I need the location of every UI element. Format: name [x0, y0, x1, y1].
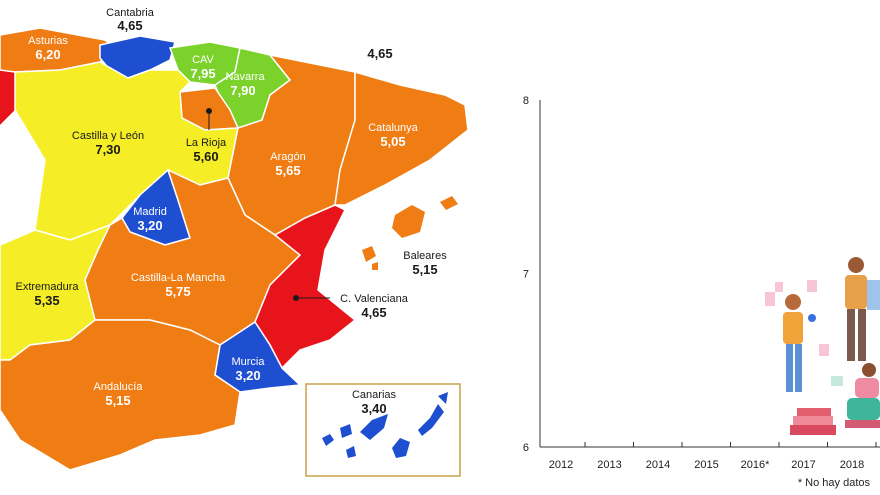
- label-catalunya: Catalunya 5,05: [368, 122, 418, 149]
- region-baleares-shape: [392, 205, 425, 238]
- label-murcia: Murcia 3,20: [231, 356, 265, 383]
- canarias-name: Canarias: [352, 389, 397, 401]
- baleares-name: Baleares: [403, 250, 447, 262]
- andalucia-value: 5,15: [105, 393, 130, 408]
- murcia-name: Murcia: [231, 356, 265, 368]
- floating-value: 4,65: [367, 46, 392, 61]
- la-rioja-name: La Rioja: [186, 137, 227, 149]
- label-navarra: Navarra 7,90: [225, 71, 265, 98]
- asturias-name: Asturias: [28, 35, 68, 47]
- canarias-islands: [322, 392, 448, 458]
- x-tick-label: 2013: [597, 459, 621, 471]
- portugal-shape: [0, 110, 45, 245]
- chart-footnote: * No hay datos: [798, 477, 871, 489]
- label-canarias: Canarias 3,40: [352, 389, 397, 416]
- label-extremadura: Extremadura 5,35: [16, 281, 80, 308]
- extremadura-value: 5,35: [34, 293, 59, 308]
- label-baleares: Baleares 5,15: [403, 250, 447, 277]
- cantabria-name: Cantabria: [106, 7, 155, 19]
- extremadura-name: Extremadura: [16, 281, 80, 293]
- cav-name: CAV: [192, 54, 214, 66]
- canarias-value: 3,40: [361, 401, 386, 416]
- castilla-leon-name: Castilla y León: [72, 130, 144, 142]
- madrid-value: 3,20: [137, 218, 162, 233]
- label-asturias: Asturias 6,20: [28, 35, 68, 62]
- x-tick-label: 2016*: [741, 459, 770, 471]
- label-castilla-leon: Castilla y León 7,30: [72, 130, 144, 157]
- madrid-name: Madrid: [133, 206, 167, 218]
- label-aragon: Aragón 5,65: [270, 151, 305, 178]
- region-valenciana-shape: [254, 204, 357, 370]
- label-cantabria: Cantabria 4,65: [106, 7, 155, 33]
- y-tick-label: 6: [523, 442, 529, 454]
- cav-value: 7,95: [190, 66, 215, 81]
- valenciana-name: C. Valenciana: [340, 293, 409, 305]
- murcia-value: 3,20: [235, 368, 260, 383]
- valenciana-value: 4,65: [361, 305, 386, 320]
- castilla-la-mancha-name: Castilla-La Mancha: [131, 272, 226, 284]
- x-tick-label: 2017: [791, 459, 815, 471]
- spain-map: Cantabria 4,65 Asturias 6,20 CAV 7,95 Na…: [0, 7, 469, 477]
- aragon-name: Aragón: [270, 151, 305, 163]
- label-castilla-la-mancha: Castilla-La Mancha 5,75: [131, 272, 226, 299]
- region-baleares-shape-4: [372, 262, 378, 270]
- region-baleares-shape-3: [362, 246, 376, 262]
- y-tick-label: 8: [523, 95, 529, 107]
- label-andalucia: Andalucía 5,15: [94, 381, 144, 408]
- x-tick-label: 2015: [694, 459, 718, 471]
- la-rioja-value: 5,60: [193, 149, 218, 164]
- asturias-value: 6,20: [35, 47, 60, 62]
- navarra-name: Navarra: [225, 71, 265, 83]
- baleares-value: 5,15: [412, 262, 437, 277]
- castilla-leon-value: 7,30: [95, 142, 120, 157]
- label-valenciana: C. Valenciana 4,65: [340, 293, 409, 320]
- people-illustration: [765, 257, 880, 435]
- y-axis: 6 7 8: [523, 95, 541, 454]
- aragon-value: 5,65: [275, 163, 300, 178]
- region-baleares-shape-2: [440, 196, 458, 210]
- x-tick-label: 2012: [549, 459, 573, 471]
- region-andalucia-shape: [0, 319, 241, 471]
- castilla-la-mancha-value: 5,75: [165, 284, 190, 299]
- label-la-rioja: La Rioja 5,60: [186, 137, 227, 164]
- cantabria-value: 4,65: [117, 18, 142, 33]
- navarra-value: 7,90: [230, 83, 255, 98]
- x-tick-label: 2018: [840, 459, 864, 471]
- label-cav: CAV 7,95: [190, 54, 215, 81]
- canarias-inset-frame: [305, 383, 461, 477]
- catalunya-name: Catalunya: [368, 122, 418, 134]
- x-tick-label: 2014: [646, 459, 670, 471]
- catalunya-value: 5,05: [380, 134, 405, 149]
- region-catalunya-shape: [334, 71, 469, 206]
- y-tick-label: 7: [523, 269, 529, 281]
- label-madrid: Madrid 3,20: [133, 206, 167, 233]
- andalucia-name: Andalucía: [94, 381, 144, 393]
